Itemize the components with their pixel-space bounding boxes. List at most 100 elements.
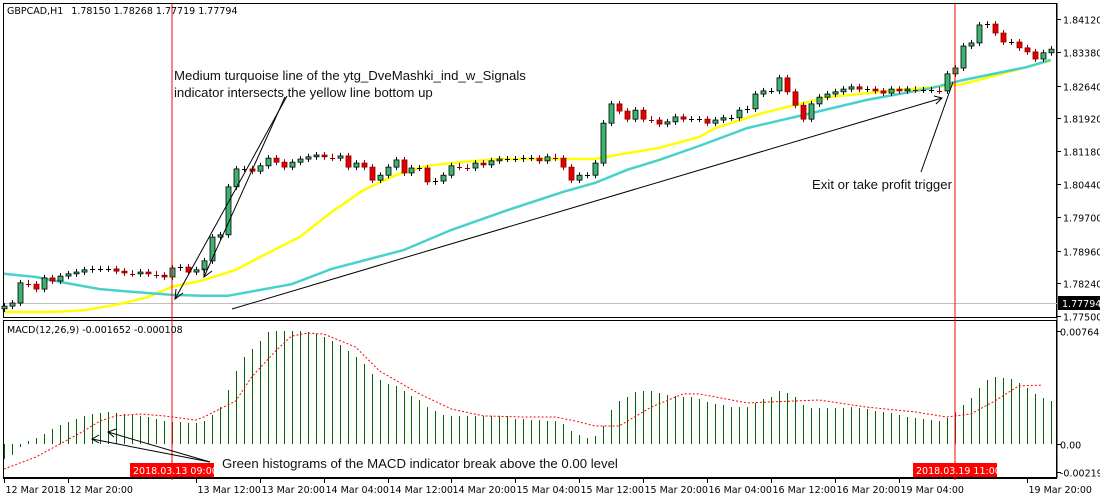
time-tick-label: 15 Mar 04:00	[517, 485, 580, 496]
candle	[433, 178, 438, 185]
indicator-lines	[3, 58, 1052, 314]
bull-candle-body	[73, 271, 80, 275]
candle	[161, 272, 168, 280]
candle	[289, 159, 296, 171]
bull-candle-body	[576, 174, 583, 181]
candle	[992, 21, 999, 37]
price-tick-label: 1.80440	[1063, 181, 1100, 192]
candle	[856, 83, 863, 93]
candle	[960, 43, 967, 72]
candle	[145, 269, 152, 277]
cursor-time-label: 2018.03.13 09:00	[133, 466, 218, 477]
bear-candle-body	[273, 157, 280, 163]
bear-candle-body	[401, 159, 408, 174]
bull-candle-body	[289, 161, 296, 168]
bull-candle-body	[1, 305, 8, 310]
candle	[330, 153, 335, 162]
time-tick-label: 16 Mar 12:00	[773, 485, 836, 496]
candle	[369, 164, 376, 184]
bull-candle-body	[960, 45, 967, 69]
candle	[1040, 49, 1047, 63]
macd-arrow-line-2	[107, 431, 211, 463]
time-tick-label: 16 Mar 04:00	[709, 485, 772, 496]
candle	[137, 269, 144, 277]
bull-candle-body	[672, 116, 679, 123]
candle	[73, 269, 80, 277]
price-tick-label: 1.78960	[1063, 248, 1100, 259]
bear-candle-body	[121, 270, 128, 274]
bull-candle-body	[824, 93, 831, 98]
bear-candle-body	[784, 77, 791, 93]
time-axis: 12 Mar 2018 12 Mar 20:00 13 Mar 12:00 13 Ma…	[3, 463, 1092, 496]
bull-candle-body	[209, 236, 216, 262]
candle	[616, 100, 623, 115]
candle	[513, 156, 518, 163]
macd-tick-label: 0.007646	[1060, 328, 1100, 339]
bear-candle-body	[113, 268, 120, 272]
bull-candle-body	[968, 42, 975, 47]
candle	[656, 117, 663, 128]
candle	[321, 152, 328, 160]
candle	[720, 114, 727, 124]
candle	[121, 268, 128, 276]
candle	[448, 162, 455, 179]
bear-candle-body	[704, 118, 711, 124]
candle	[305, 153, 312, 163]
bull-candle-body	[776, 77, 783, 92]
bear-candle-body	[616, 103, 623, 112]
candle	[649, 116, 654, 124]
macd-signal-line	[3, 332, 1043, 470]
arrow-line-crossover-1	[174, 95, 288, 300]
candle	[297, 156, 304, 166]
candle	[377, 172, 384, 184]
time-tick-label: 15 Mar 12:00	[581, 485, 644, 496]
bear-candle-body	[656, 119, 663, 125]
candle	[457, 162, 462, 171]
candle	[976, 21, 983, 46]
candle	[800, 102, 807, 123]
macd-arrow-line-1	[91, 438, 211, 463]
bull-candle-body	[448, 165, 455, 176]
time-tick-label: 19 Mar 04:00	[901, 485, 964, 496]
bear-candle-body	[800, 104, 807, 120]
candle	[664, 118, 671, 128]
candle	[729, 114, 734, 121]
bear-candle-body	[424, 167, 431, 183]
arrowhead-icon	[107, 428, 117, 438]
candle	[1048, 46, 1055, 56]
arrow-line-crossover-2	[203, 96, 286, 278]
bull-candle-body	[608, 103, 615, 124]
candle	[896, 86, 903, 94]
candle	[624, 108, 631, 123]
candle	[49, 274, 56, 285]
candle	[808, 100, 815, 123]
macd-signal	[3, 332, 1043, 470]
bear-candle-body	[49, 277, 56, 282]
annotation-arrows	[90, 81, 954, 463]
candle	[480, 160, 487, 168]
candle	[760, 87, 767, 98]
candle	[880, 87, 887, 97]
candle	[824, 91, 831, 101]
price-tick-label: 1.78240	[1063, 280, 1100, 291]
candle	[472, 160, 479, 172]
arrowhead-icon	[174, 288, 184, 301]
bull-candle-body	[225, 186, 232, 236]
candles	[1, 21, 1055, 312]
current-price-label: 1.77794	[1062, 299, 1100, 310]
ohlc-values: 1.78150 1.78268 1.77719 1.77794	[71, 6, 237, 17]
candle	[401, 156, 408, 176]
candle	[496, 156, 503, 164]
bull-candle-body	[440, 174, 447, 182]
annotation-exit: Exit or take profit trigger	[812, 177, 953, 192]
candle	[600, 120, 607, 167]
candle	[1024, 44, 1031, 55]
bull-candle-body	[976, 24, 983, 44]
candle	[697, 116, 702, 123]
macd-tick-label: -0.00219	[1060, 469, 1100, 480]
annotation-crossover-line2: indicator intersects the yellow line bot…	[174, 85, 433, 100]
candle	[440, 172, 447, 185]
macd-histogram	[4, 331, 1052, 460]
candle	[1009, 39, 1014, 46]
